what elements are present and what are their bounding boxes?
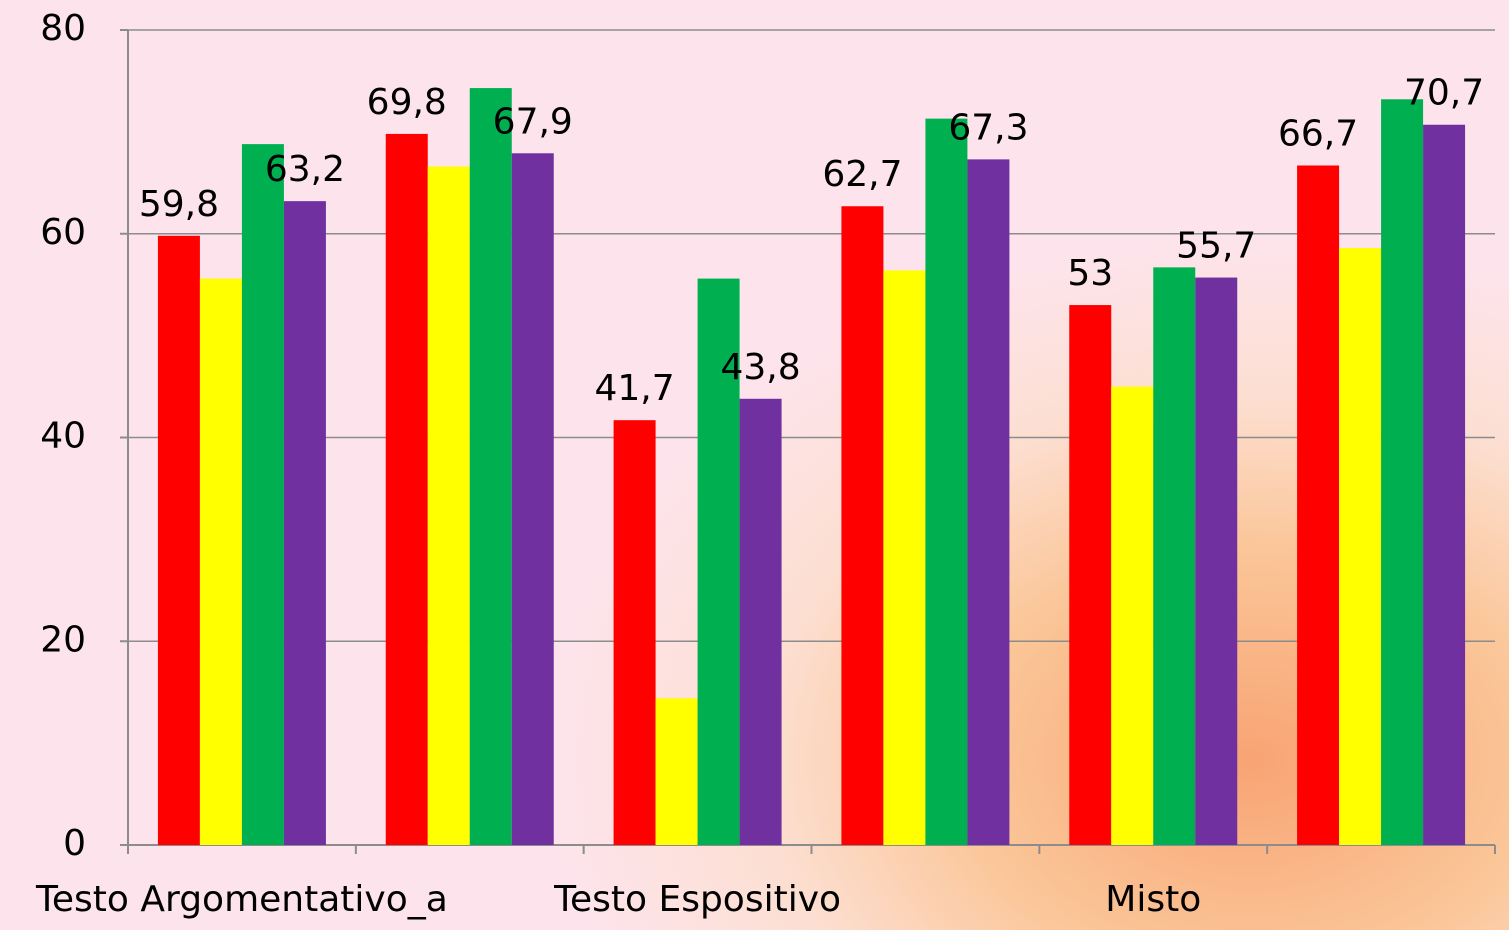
bar [1111, 386, 1154, 845]
y-tick-label: 60 [40, 212, 86, 253]
bar [511, 153, 554, 846]
bar [157, 235, 200, 846]
bar [967, 159, 1010, 846]
bar [427, 166, 470, 845]
bar [1381, 99, 1424, 845]
data-label: 67,3 [948, 107, 1028, 148]
bar [199, 278, 242, 845]
data-label: 43,8 [721, 347, 801, 388]
y-tick-label: 20 [40, 619, 86, 660]
bar [739, 398, 782, 845]
data-label: 63,2 [265, 149, 345, 190]
data-label: 67,9 [493, 101, 573, 142]
bar [841, 206, 884, 845]
x-tick-label: Testo Espositivo [553, 879, 841, 920]
data-label: 53 [1067, 253, 1113, 294]
data-label: 69,8 [367, 82, 447, 123]
bar [1423, 124, 1466, 845]
bar [385, 133, 428, 846]
bar [1069, 305, 1112, 845]
bar [1339, 248, 1382, 845]
bar [1297, 165, 1340, 845]
bar [655, 698, 698, 845]
bar [1153, 267, 1196, 845]
data-label: 41,7 [595, 368, 675, 409]
data-label: 70,7 [1404, 73, 1484, 114]
bar [883, 270, 926, 845]
data-label: 62,7 [822, 154, 902, 195]
x-tick-label: Testo Argomentativo_a [35, 879, 448, 920]
y-tick-label: 80 [40, 8, 86, 49]
bar [241, 144, 284, 846]
bar [613, 420, 656, 845]
x-tick-label: Misto [1105, 879, 1201, 920]
data-label: 55,7 [1176, 226, 1256, 267]
data-label: 66,7 [1278, 113, 1358, 154]
bar [469, 88, 512, 846]
bar [697, 278, 740, 845]
bar [925, 118, 968, 846]
y-tick-label: 0 [63, 823, 86, 864]
data-label: 59,8 [139, 184, 219, 225]
y-tick-label: 40 [40, 416, 86, 457]
bar [1195, 277, 1238, 845]
bar [283, 201, 326, 845]
